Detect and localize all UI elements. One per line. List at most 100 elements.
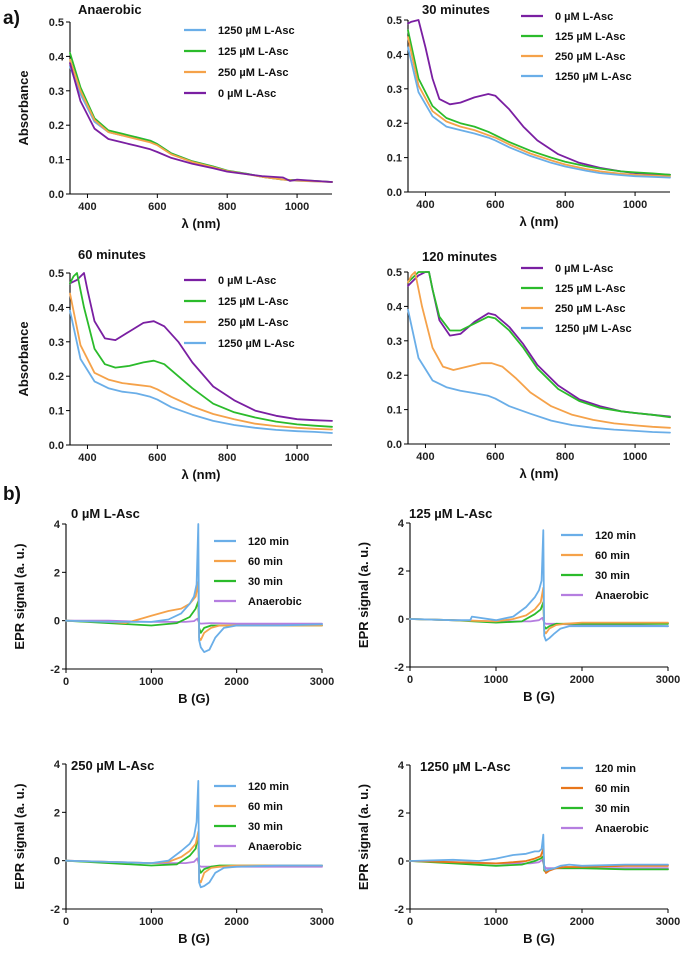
x-tick-label: 400 [416, 451, 434, 463]
series-line [69, 272, 333, 428]
x-tick-label: 1000 [484, 674, 508, 686]
x-tick-label: 0 [63, 676, 69, 688]
legend-label: 30 min [248, 576, 283, 588]
y-tick-label: 0.0 [49, 440, 64, 452]
legend-label: 60 min [248, 556, 283, 568]
x-axis-label: λ (nm) [182, 216, 221, 231]
chart-title: 250 µM L-Asc [71, 758, 154, 773]
legend-label: 125 µM L-Asc [555, 283, 626, 295]
y-tick-label: 0.3 [387, 336, 402, 348]
x-axis-label: λ (nm) [520, 466, 559, 481]
chart-uv_30: 400 600 800 1000 0.0 0.1 0.2 0.3 0.4 0.5 λ (nm) 30 … [387, 2, 671, 229]
y-tick-label: 0 [54, 616, 60, 628]
legend-label: 1250 µM L-Asc [218, 25, 295, 37]
x-tick-label: 800 [556, 451, 574, 463]
series-line [69, 309, 333, 434]
x-tick-label: 1000 [285, 201, 309, 213]
y-tick-label: 4 [398, 518, 405, 530]
y-axis-label: EPR signal (a. u.) [356, 542, 371, 648]
y-tick-label: 0.1 [387, 405, 402, 417]
y-tick-label: 4 [54, 759, 61, 771]
y-tick-label: 0.4 [49, 51, 65, 63]
y-tick-label: 0 [54, 856, 60, 868]
y-tick-label: 0.1 [49, 155, 64, 167]
series-line [407, 46, 671, 179]
y-tick-label: 0 [398, 856, 404, 868]
series-line [69, 292, 333, 431]
x-tick-label: 3000 [310, 916, 334, 928]
legend-label: 60 min [595, 550, 630, 562]
y-tick-label: 0.4 [387, 49, 403, 61]
x-tick-label: 0 [63, 916, 69, 928]
y-tick-label: 0.2 [49, 120, 64, 132]
series-line [407, 271, 671, 429]
legend-label: 120 min [248, 781, 289, 793]
y-axis-label: EPR signal (a. u.) [356, 784, 371, 890]
chart-title: 30 minutes [422, 2, 490, 17]
legend-label: 120 min [595, 530, 636, 542]
series-line [69, 272, 333, 422]
x-axis-label: λ (nm) [182, 467, 221, 482]
x-tick-label: 1000 [623, 451, 647, 463]
y-axis-label: Absorbance [16, 321, 31, 396]
y-tick-label: 0.2 [387, 370, 402, 382]
x-axis-label: B (G) [523, 931, 555, 946]
x-tick-label: 3000 [656, 916, 680, 928]
y-tick-label: 0 [398, 614, 404, 626]
chart-uv_120: 400 600 800 1000 0.0 0.1 0.2 0.3 0.4 0.5 λ (nm) 120… [387, 249, 671, 481]
y-tick-label: 0.5 [387, 267, 402, 279]
legend-label: 1250 µM L-Asc [218, 338, 295, 350]
x-tick-label: 0 [407, 674, 413, 686]
x-tick-label: 1000 [285, 452, 309, 464]
chart-uv_anaerobic: 400 600 800 1000 0.0 0.1 0.2 0.3 0.4 0.5 λ (nm) Abs… [16, 2, 333, 231]
series-line [407, 19, 671, 176]
y-tick-label: 0.0 [387, 439, 402, 451]
y-tick-label: 2 [54, 567, 60, 579]
x-axis-label: λ (nm) [520, 214, 559, 229]
x-tick-label: 400 [416, 199, 434, 211]
series-line [65, 523, 323, 653]
y-tick-label: 4 [398, 760, 405, 772]
x-tick-label: 0 [407, 916, 413, 928]
legend-label: 1250 µM L-Asc [555, 71, 632, 83]
series-line [407, 29, 671, 176]
chart-title: 120 minutes [422, 249, 497, 264]
legend-label: 0 µM L-Asc [218, 275, 276, 287]
chart-title: 1250 µM L-Asc [420, 759, 511, 774]
chart-title: 125 µM L-Asc [409, 506, 492, 521]
chart-uv_60: 400 600 800 1000 0.0 0.1 0.2 0.3 0.4 0.5 λ (nm) Abs… [16, 247, 333, 482]
x-tick-label: 1000 [623, 199, 647, 211]
y-axis-label: EPR signal (a. u.) [12, 783, 27, 889]
y-tick-label: 2 [398, 808, 404, 820]
x-tick-label: 1000 [139, 676, 163, 688]
y-tick-label: 2 [398, 566, 404, 578]
legend-label: 125 µM L-Asc [555, 31, 626, 43]
legend-label: 250 µM L-Asc [218, 67, 289, 79]
x-tick-label: 600 [148, 201, 166, 213]
series-line [409, 833, 669, 872]
y-tick-label: -2 [50, 664, 60, 676]
legend-label: 60 min [248, 801, 283, 813]
y-tick-label: 0.1 [387, 153, 402, 165]
series-line [65, 830, 323, 884]
panel-b-label: b) [3, 484, 21, 505]
y-tick-label: -2 [394, 662, 404, 674]
legend-label: 0 µM L-Asc [555, 263, 613, 275]
y-tick-label: 0.4 [387, 301, 403, 313]
x-axis-label: B (G) [178, 691, 210, 706]
series-line [407, 308, 671, 434]
series-line [407, 271, 671, 418]
y-axis-label: EPR signal (a. u.) [12, 543, 27, 649]
y-tick-label: 0.2 [49, 371, 64, 383]
legend-label: Anaerobic [248, 596, 302, 608]
series-line [65, 581, 323, 641]
y-tick-label: 0.0 [49, 189, 64, 201]
x-tick-label: 2000 [224, 676, 248, 688]
legend-label: Anaerobic [248, 841, 302, 853]
chart-title: Anaerobic [78, 2, 142, 17]
y-axis-label: Absorbance [16, 70, 31, 145]
y-tick-label: 0.3 [49, 337, 64, 349]
legend-label: 30 min [595, 803, 630, 815]
